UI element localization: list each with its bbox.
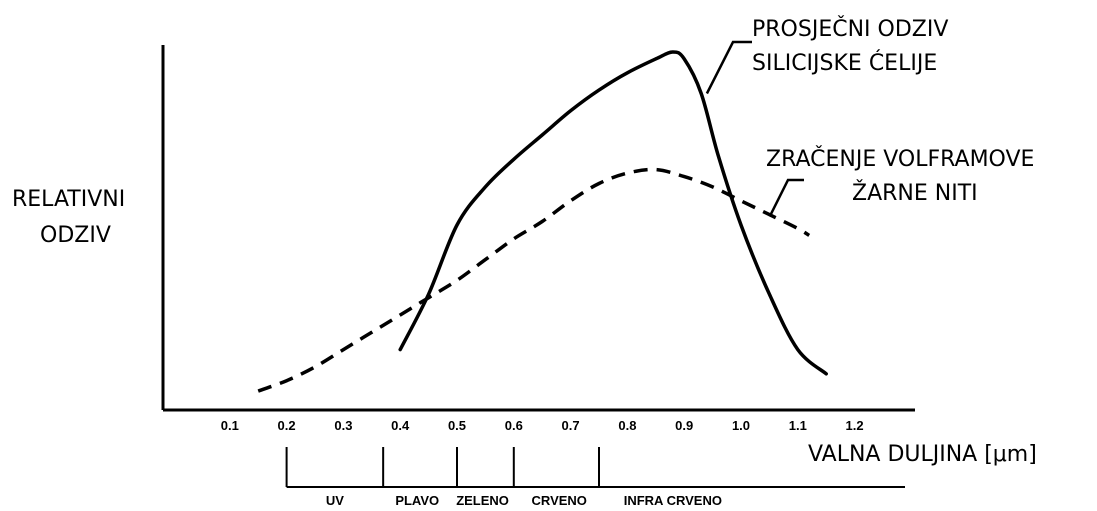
y-axis-label-line-2: ODZIV — [40, 223, 111, 248]
x-tick-label: 0.3 — [334, 418, 352, 433]
x-tick-label: 1.2 — [846, 418, 864, 433]
leader-line-tungsten — [768, 178, 804, 218]
x-tick-label: 0.2 — [278, 418, 296, 433]
x-tick-label: 0.1 — [221, 418, 239, 433]
x-tick-label: 0.9 — [675, 418, 693, 433]
y-axis-label-line-1: RELATIVNI — [12, 187, 125, 212]
x-tick-label: 1.0 — [732, 418, 750, 433]
series-label-silicon-line-1: PROSJEČNI ODZIV — [752, 16, 948, 42]
x-axis-label: VALNA DULJINA [μm] — [808, 442, 1037, 467]
x-tick-label: 0.5 — [448, 418, 466, 433]
x-tick-label: 0.8 — [618, 418, 636, 433]
series-label-tungsten-line-1: ZRAČENJE VOLFRAMOVE — [766, 146, 1034, 172]
x-tick-label: 1.1 — [789, 418, 807, 433]
x-tick-labels: 0.1 0.2 0.3 0.4 0.5 0.6 0.7 0.8 0.9 1.0 1.1 1.2 — [221, 418, 864, 433]
leader-line-silicon — [705, 40, 752, 95]
x-tick-label: 0.4 — [391, 418, 410, 433]
x-tick-label: 0.6 — [505, 418, 523, 433]
series-label-silicon-line-2: SILICIJSKE ĆELIJE — [752, 50, 937, 76]
series-tungsten-filament-radiation — [257, 167, 811, 393]
band-label: PLAVO — [395, 493, 439, 508]
band-label: INFRA CRVENO — [624, 493, 722, 508]
series-label-tungsten-line-2: ŽARNE NITI — [852, 180, 978, 206]
spectrum-band-labels: UV PLAVO ZELENO CRVENO INFRA CRVENO — [326, 493, 722, 508]
band-label: UV — [326, 493, 344, 508]
spectrum-band-dividers — [285, 447, 600, 487]
band-label: CRVENO — [532, 493, 587, 508]
series-silicon-cell-response — [398, 50, 828, 376]
band-label: ZELENO — [456, 493, 509, 508]
x-tick-label: 0.7 — [562, 418, 580, 433]
